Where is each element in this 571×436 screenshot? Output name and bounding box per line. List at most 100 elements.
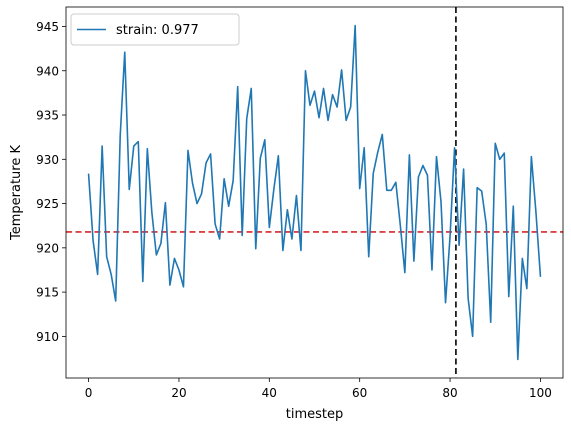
data-point xyxy=(426,174,428,176)
data-point xyxy=(422,164,424,166)
data-point xyxy=(142,280,144,282)
y-tick-label: 915 xyxy=(36,286,59,300)
data-point xyxy=(115,300,117,302)
data-point xyxy=(209,153,211,155)
data-point xyxy=(309,104,311,106)
data-point xyxy=(512,205,514,207)
data-point xyxy=(92,240,94,242)
data-point xyxy=(151,211,153,213)
data-point xyxy=(255,248,257,250)
data-point xyxy=(499,158,501,160)
data-point xyxy=(503,152,505,154)
data-point xyxy=(196,202,198,204)
data-point xyxy=(345,119,347,121)
data-point xyxy=(137,140,139,142)
data-point xyxy=(363,147,365,149)
series-line-1 xyxy=(87,24,542,361)
data-point xyxy=(232,179,234,181)
data-point xyxy=(182,286,184,288)
data-point xyxy=(535,210,537,212)
data-point xyxy=(218,238,220,240)
data-point xyxy=(282,249,284,251)
data-point xyxy=(444,302,446,304)
data-point xyxy=(160,242,162,244)
data-point xyxy=(327,119,329,121)
data-point xyxy=(205,162,207,164)
data-point xyxy=(413,260,415,262)
x-axis-ticks: 0 20 40 60 80 100 xyxy=(85,378,552,400)
y-axis-ticks: 910 915 920 925 930 935 940 945 xyxy=(36,20,66,344)
data-point xyxy=(241,234,243,236)
data-point xyxy=(155,254,157,256)
y-tick-label: 925 xyxy=(36,197,59,211)
data-point xyxy=(485,223,487,225)
data-point xyxy=(377,151,379,153)
y-tick-label: 910 xyxy=(36,330,59,344)
data-point xyxy=(110,273,112,275)
data-point xyxy=(169,284,171,286)
data-point xyxy=(354,24,356,26)
data-point xyxy=(119,134,121,136)
data-point xyxy=(227,205,229,207)
data-point xyxy=(517,358,519,360)
data-point xyxy=(539,275,541,277)
plot-frame xyxy=(65,6,564,379)
legend-label-series-1: strain: 0.977 xyxy=(116,23,199,38)
data-point xyxy=(273,188,275,190)
data-point xyxy=(331,93,333,95)
series-group xyxy=(87,24,542,361)
data-point xyxy=(236,85,238,87)
data-point xyxy=(191,182,193,184)
data-point xyxy=(462,168,464,170)
data-point xyxy=(295,194,297,196)
data-point xyxy=(128,188,130,190)
data-point xyxy=(291,238,293,240)
data-point xyxy=(124,51,126,53)
data-point xyxy=(381,133,383,135)
data-point xyxy=(368,255,370,257)
data-point xyxy=(87,173,89,175)
x-tick-label: 40 xyxy=(262,386,277,400)
data-point xyxy=(101,145,103,147)
data-point xyxy=(458,244,460,246)
data-point xyxy=(476,186,478,188)
data-point xyxy=(449,235,451,237)
legend: strain: 0.977 xyxy=(70,13,240,46)
x-tick-label: 20 xyxy=(171,386,186,400)
data-point xyxy=(530,155,532,157)
data-point xyxy=(264,139,266,141)
data-point xyxy=(390,189,392,191)
data-point xyxy=(246,117,248,119)
y-tick-label: 940 xyxy=(36,64,59,78)
legend-box xyxy=(70,13,240,46)
data-point xyxy=(349,106,351,108)
data-point xyxy=(431,269,433,271)
data-point xyxy=(440,201,442,203)
data-point xyxy=(200,193,202,195)
data-point xyxy=(268,226,270,228)
data-point xyxy=(453,147,455,149)
y-tick-label: 920 xyxy=(36,241,59,255)
data-point xyxy=(399,225,401,227)
x-tick-label: 0 xyxy=(85,386,93,400)
data-point xyxy=(471,335,473,337)
data-point xyxy=(521,257,523,259)
data-point xyxy=(133,145,135,147)
x-axis-label: timestep xyxy=(286,407,344,422)
data-point xyxy=(508,295,510,297)
data-point xyxy=(386,189,388,191)
data-point xyxy=(223,178,225,180)
data-point xyxy=(96,273,98,275)
data-point xyxy=(187,149,189,151)
data-point xyxy=(250,87,252,89)
data-point xyxy=(336,106,338,108)
data-point xyxy=(372,172,374,174)
data-point xyxy=(313,90,315,92)
data-point xyxy=(404,271,406,273)
data-point xyxy=(146,147,148,149)
data-point xyxy=(494,142,496,144)
x-tick-label: 60 xyxy=(352,386,367,400)
data-point xyxy=(395,181,397,183)
data-point xyxy=(259,157,261,159)
